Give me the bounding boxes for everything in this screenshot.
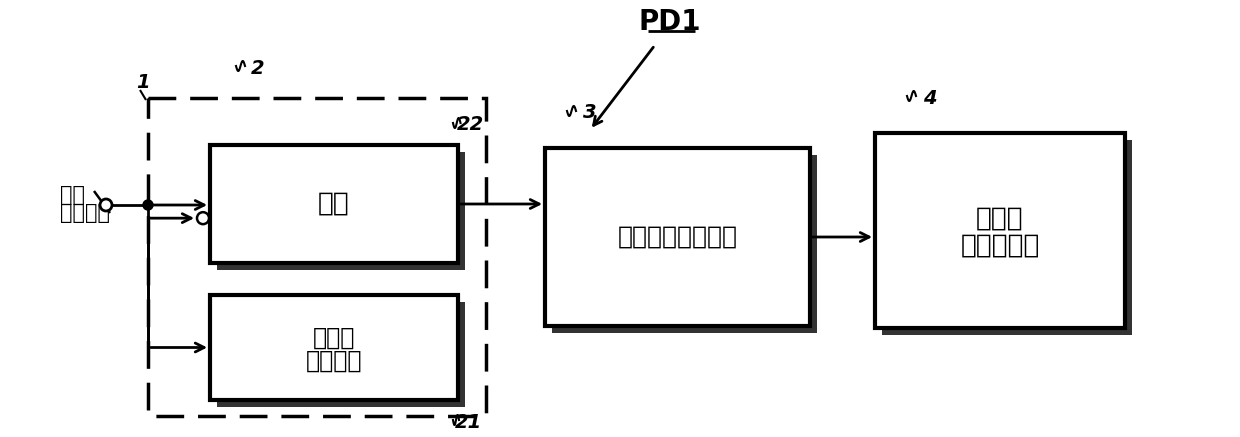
Bar	[217, 302, 465, 407]
Text: 图像信号: 图像信号	[60, 203, 110, 223]
Bar	[552, 155, 817, 333]
Text: 等离子: 等离子	[976, 205, 1024, 232]
Text: 4: 4	[924, 89, 936, 108]
Bar	[210, 145, 458, 263]
Bar	[148, 98, 486, 416]
Text: 显示板设备: 显示板设备	[960, 232, 1039, 259]
Text: PD1: PD1	[639, 8, 702, 36]
Text: 1: 1	[136, 73, 150, 93]
Text: 子场信息生成单元: 子场信息生成单元	[618, 225, 738, 249]
Text: 设置单元: 设置单元	[306, 348, 362, 372]
Circle shape	[143, 200, 153, 210]
Bar	[217, 152, 465, 270]
Text: 位宽度: 位宽度	[312, 326, 355, 350]
Text: 输入: 输入	[60, 185, 86, 205]
Circle shape	[197, 212, 210, 224]
Circle shape	[100, 199, 112, 211]
Text: 22: 22	[456, 115, 484, 135]
Text: 2: 2	[252, 59, 265, 77]
Text: 21: 21	[454, 413, 481, 431]
Bar	[210, 295, 458, 400]
Bar	[882, 140, 1132, 335]
Text: 与门: 与门	[319, 191, 350, 217]
Bar	[546, 148, 810, 326]
Text: 3: 3	[583, 104, 596, 122]
Bar	[875, 133, 1125, 328]
